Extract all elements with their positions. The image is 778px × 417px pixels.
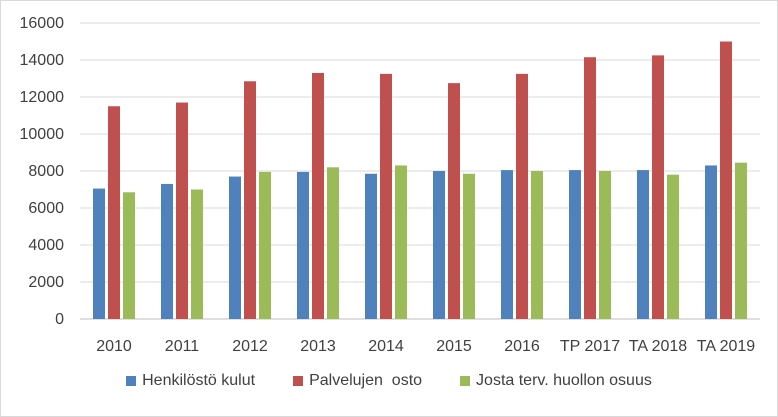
y-tick-label: 4000: [28, 237, 64, 254]
x-tick-label: 2010: [96, 338, 132, 355]
legend-swatch-terv-huolto: [460, 376, 471, 386]
bar-2-4: [395, 165, 407, 319]
bar-0-0: [93, 188, 105, 319]
bar-1-6: [516, 73, 528, 319]
bar-1-5: [448, 83, 460, 319]
bar-0-9: [705, 165, 717, 319]
legend-item-henkilosto: Henkilöstö kulut: [126, 372, 255, 390]
legend-swatch-palvelujen-osto: [293, 376, 304, 386]
y-tick-label: 8000: [28, 163, 64, 180]
x-tick-label: 2016: [504, 338, 540, 355]
bar-0-6: [501, 170, 513, 319]
legend-label-terv-huolto: Josta terv. huollon osuus: [476, 372, 652, 389]
x-tick-label: TA 2018: [629, 338, 688, 355]
y-tick-label: 14000: [20, 52, 65, 69]
bar-0-8: [637, 170, 649, 319]
bar-1-7: [584, 57, 596, 319]
legend: Henkilöstö kulut Palvelujen osto Josta t…: [0, 372, 778, 390]
legend-item-terv-huolto: Josta terv. huollon osuus: [460, 372, 652, 390]
bars: [93, 41, 747, 320]
y-tick-label: 16000: [20, 15, 65, 32]
bar-1-8: [652, 55, 664, 319]
x-axis-ticks: 2010 2011 2012 2013 2014 2015 2016 TP 2017 TA 20…: [96, 338, 755, 355]
x-tick-label: 2015: [436, 338, 472, 355]
bar-2-5: [463, 173, 475, 319]
x-tick-label: 2012: [232, 338, 268, 355]
bar-1-2: [244, 81, 256, 320]
bar-0-4: [365, 173, 377, 319]
bar-1-3: [312, 72, 324, 319]
x-tick-label: TA 2019: [697, 338, 756, 355]
legend-label-henkilosto: Henkilöstö kulut: [142, 372, 256, 389]
y-axis-ticks: 0 2000 4000 6000 8000 10000 12000 14000 16000: [20, 15, 65, 328]
bar-0-2: [229, 176, 241, 319]
bar-1-0: [108, 106, 120, 319]
legend-swatch-henkilosto: [126, 376, 137, 386]
bar-2-3: [327, 167, 339, 319]
bar-2-8: [667, 174, 679, 319]
bar-2-1: [191, 189, 203, 319]
bar-2-2: [259, 171, 271, 319]
x-tick-label: 2011: [165, 338, 200, 355]
y-tick-label: 6000: [28, 200, 64, 217]
bar-2-6: [531, 171, 543, 319]
bar-0-7: [569, 170, 581, 319]
bar-0-1: [161, 183, 173, 319]
x-tick-label: TP 2017: [560, 338, 620, 355]
y-tick-label: 12000: [20, 89, 65, 106]
bar-1-1: [176, 102, 188, 319]
x-tick-label: 2014: [368, 338, 404, 355]
bar-1-4: [380, 73, 392, 319]
legend-item-palvelujen-osto: Palvelujen osto: [293, 372, 422, 390]
bar-1-9: [720, 41, 732, 319]
bar-0-5: [433, 171, 445, 319]
bar-2-0: [123, 192, 135, 319]
legend-label-palvelujen-osto: Palvelujen osto: [309, 372, 423, 389]
bar-2-7: [599, 171, 611, 319]
y-tick-label: 10000: [20, 126, 65, 143]
y-tick-label: 2000: [28, 274, 64, 291]
bar-0-3: [297, 171, 309, 319]
bar-2-9: [735, 162, 747, 319]
x-tick-label: 2013: [300, 338, 336, 355]
y-tick-label: 0: [55, 311, 64, 328]
